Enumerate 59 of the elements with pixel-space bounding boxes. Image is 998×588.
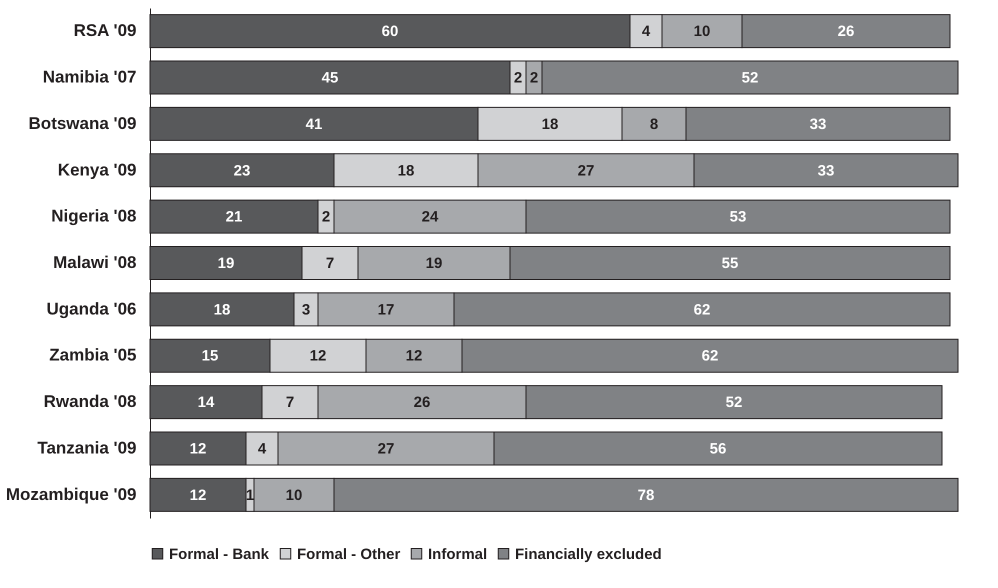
- data-label: 27: [378, 440, 394, 458]
- data-label: 1: [246, 486, 254, 504]
- data-label: 8: [650, 116, 658, 133]
- data-label: 21: [226, 208, 242, 226]
- data-label: 62: [702, 348, 718, 365]
- data-label: 27: [578, 162, 594, 180]
- data-label: 12: [190, 486, 206, 504]
- y-tick-label: RSA '09: [74, 21, 136, 40]
- data-label: 53: [730, 208, 746, 226]
- y-tick-label: Mozambique '09: [6, 484, 136, 504]
- data-label: 7: [326, 255, 334, 272]
- data-label: 52: [726, 394, 742, 412]
- data-label: 18: [542, 116, 558, 133]
- data-label: 4: [642, 23, 651, 40]
- data-label: 23: [234, 162, 250, 180]
- y-tick-label: Zambia '05: [49, 346, 136, 365]
- data-label: 10: [694, 23, 710, 40]
- y-tick-label: Tanzania '09: [37, 438, 136, 458]
- data-label: 60: [382, 23, 398, 40]
- data-label: 52: [742, 70, 758, 87]
- data-label: 17: [378, 301, 394, 318]
- data-label: 10: [286, 486, 302, 504]
- data-label: 7: [286, 394, 294, 412]
- data-label: 45: [322, 70, 338, 87]
- legend-label: Formal - Other: [297, 546, 401, 563]
- data-label: 24: [422, 208, 439, 226]
- y-tick-label: Botswana '09: [28, 114, 136, 133]
- data-label: 2: [322, 208, 330, 226]
- data-label: 12: [190, 440, 206, 458]
- data-label: 4: [258, 440, 267, 458]
- y-tick-label: Rwanda '08: [44, 392, 136, 412]
- data-label: 14: [198, 394, 215, 412]
- data-label: 19: [218, 255, 234, 272]
- data-label: 15: [202, 348, 218, 365]
- data-label: 56: [710, 440, 726, 458]
- data-label: 3: [302, 301, 310, 318]
- data-label: 19: [426, 255, 442, 272]
- data-label: 55: [722, 255, 738, 272]
- data-label: 18: [214, 301, 230, 318]
- data-label: 12: [406, 348, 422, 365]
- data-label: 2: [530, 70, 538, 87]
- legend-label: Financially excluded: [515, 546, 662, 563]
- y-tick-label: Nigeria '08: [51, 206, 136, 226]
- data-label: 62: [694, 301, 710, 318]
- y-tick-label: Malawi '08: [53, 253, 136, 272]
- legend-label: Informal: [428, 546, 488, 563]
- data-label: 26: [414, 394, 430, 412]
- data-label: 41: [306, 116, 322, 133]
- data-label: 18: [398, 162, 414, 180]
- data-label: 26: [838, 23, 854, 40]
- data-label: 12: [310, 348, 326, 365]
- y-tick-label: Namibia '07: [42, 68, 136, 87]
- legend-label: Formal - Bank: [169, 546, 270, 563]
- y-tick-label: Kenya '09: [58, 160, 136, 180]
- data-label: 78: [638, 486, 654, 504]
- data-label: 33: [810, 116, 826, 133]
- data-label: 2: [514, 70, 522, 87]
- data-label: 33: [818, 162, 834, 180]
- y-tick-label: Uganda '06: [46, 299, 136, 318]
